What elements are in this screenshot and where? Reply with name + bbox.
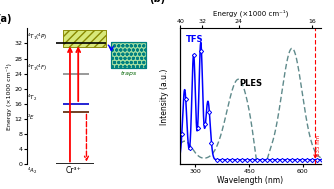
Bar <box>111 42 146 68</box>
Bar <box>111 42 146 68</box>
Text: $^4T_2$: $^4T_2$ <box>27 93 37 103</box>
X-axis label: Energy (×1000 cm⁻¹): Energy (×1000 cm⁻¹) <box>213 9 288 16</box>
Y-axis label: Intensity (a.u.): Intensity (a.u.) <box>160 68 169 125</box>
Text: $^4A_2$: $^4A_2$ <box>27 166 37 176</box>
Text: $^4T_1(^4F)$: $^4T_1(^4F)$ <box>27 62 47 73</box>
Text: PLES: PLES <box>239 78 262 88</box>
Y-axis label: Energy (×1000 cm⁻¹): Energy (×1000 cm⁻¹) <box>6 63 12 130</box>
X-axis label: Wavelength (nm): Wavelength (nm) <box>217 176 284 185</box>
Bar <box>63 30 106 47</box>
Text: $^4T_1(^4P)$: $^4T_1(^4P)$ <box>27 32 47 42</box>
Text: (b): (b) <box>150 0 166 4</box>
Text: $^2E$: $^2E$ <box>27 112 35 122</box>
Text: (a): (a) <box>0 14 11 24</box>
Text: TFS: TFS <box>186 35 203 44</box>
Text: traps: traps <box>121 71 137 76</box>
Bar <box>63 30 106 47</box>
Text: 635 nm: 635 nm <box>316 135 321 156</box>
